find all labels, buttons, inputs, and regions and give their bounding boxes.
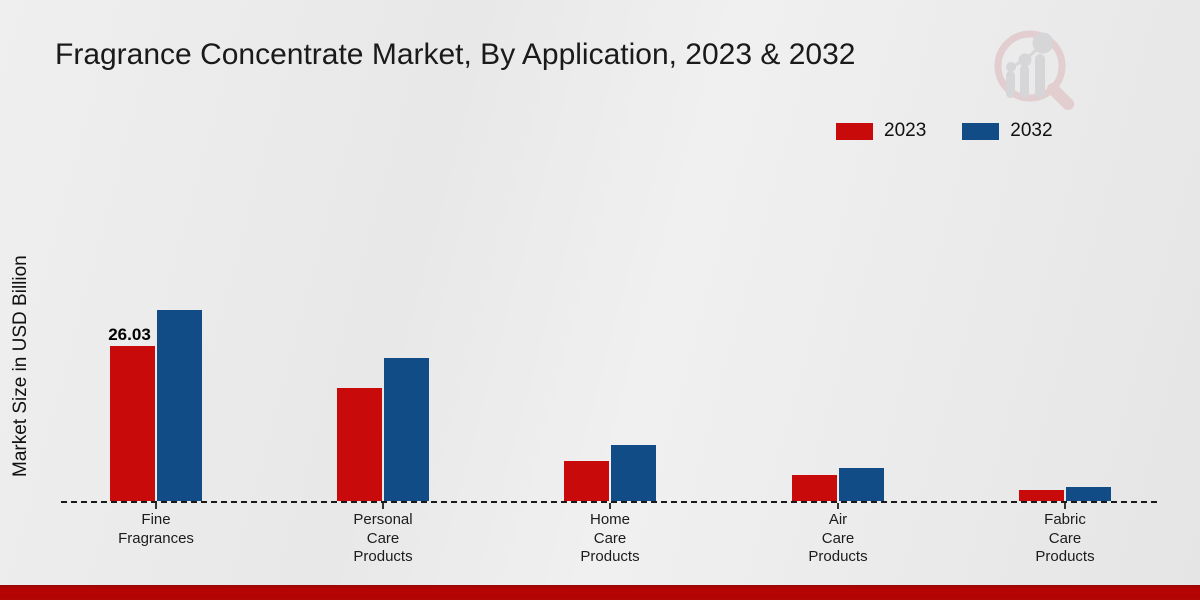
x-axis-category-label: Fine Fragrances [118,511,194,547]
chart-title: Fragrance Concentrate Market, By Applica… [55,38,856,71]
bar-2032-personal-care-products [384,358,429,501]
y-axis-label: Market Size in USD Billion [10,255,31,477]
footer-bar [0,585,1200,600]
x-axis-tick [382,503,384,509]
bar-2032-home-care-products [611,445,656,501]
bar-2023-home-care-products [564,461,609,501]
x-axis-category-label: Home Care Products [580,511,640,565]
x-axis-category-label: Personal Care Products [353,511,413,565]
legend-item-2023: 2023 [836,120,926,142]
legend: 2023 2032 [836,120,1053,142]
bar-2023-personal-care-products [337,388,382,501]
bar-2032-fabric-care-products [1066,487,1111,501]
bar-2032-air-care-products [839,468,884,501]
legend-item-2032: 2032 [962,120,1053,142]
legend-label-2032: 2032 [1010,120,1053,141]
legend-label-2023: 2023 [884,120,927,141]
x-axis-tick [837,503,839,509]
bar-value-label: 26.03 [108,325,151,344]
legend-swatch-2032 [962,122,1000,140]
x-axis-tick [155,503,157,509]
x-axis-category-label: Fabric Care Products [1035,511,1095,565]
legend-swatch-2023 [836,122,873,140]
bar-2023-air-care-products [792,475,837,501]
x-axis-tick [1064,503,1066,509]
bar-2032-fine-fragrances [157,310,202,501]
x-axis-tick [609,503,611,509]
bar-2023-fabric-care-products [1019,490,1064,501]
bar-2023-fine-fragrances [110,346,155,501]
x-axis-baseline [61,501,1157,503]
magnifier-bar-chart-logo-icon [994,30,1074,110]
x-axis-category-label: Air Care Products [808,511,868,565]
